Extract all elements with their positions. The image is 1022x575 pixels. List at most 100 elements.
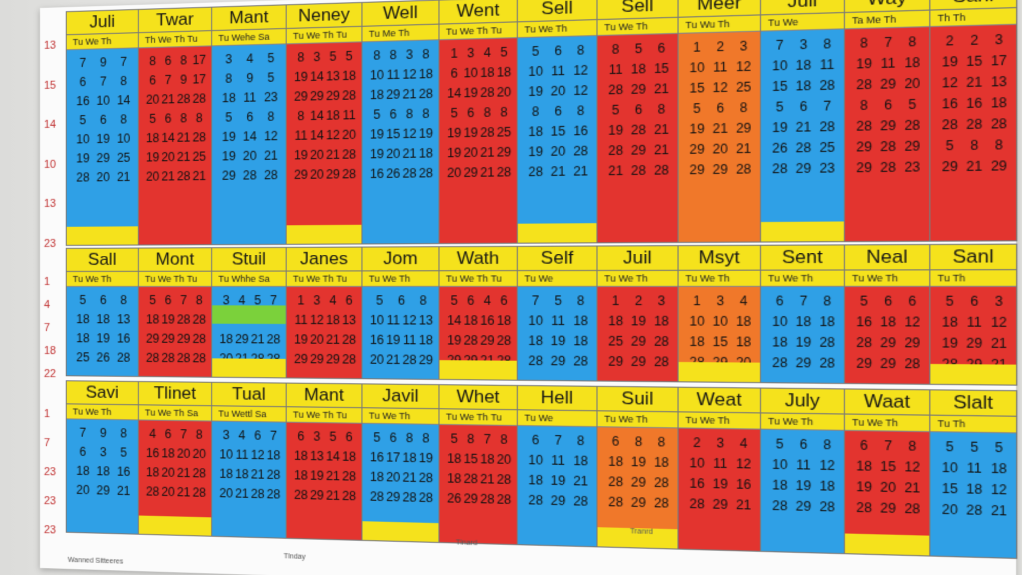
day-number: 23 [819, 158, 835, 179]
day-number: 29 [880, 74, 896, 95]
day-number: 3 [310, 427, 324, 447]
week-row: 19 20 21 28 [293, 330, 357, 350]
week-row: 878 [852, 32, 924, 55]
weekday-labels: Tu Whhe Sa [212, 272, 285, 287]
day-number: 8 [416, 291, 430, 311]
day-number: 21 [161, 167, 175, 186]
day-number: 18 [219, 330, 233, 349]
day-number: 15 [689, 78, 704, 99]
day-number: 12 [310, 311, 324, 331]
day-number: 20 [243, 147, 257, 167]
row-number: 7 [44, 322, 50, 334]
day-number: 28 [904, 499, 920, 520]
day-number: 11 [819, 55, 835, 76]
day-number: 10 [772, 312, 788, 333]
day-number: 6 [394, 291, 408, 311]
day-number: 23 [264, 88, 278, 108]
day-number: 28 [480, 123, 495, 143]
week-row: 678 [524, 430, 592, 451]
week-row: 738 [768, 34, 839, 56]
month-days: 7 3 8 10 18 11 15 18 28 5 6 7 19 21 28 26 28 25 28 29 23 [761, 29, 844, 179]
week-row: 134 [685, 291, 755, 312]
week-row: 19 20 21 29 [446, 143, 512, 164]
week-row: 10 11 12 18 [218, 445, 281, 466]
day-number: 19 [370, 145, 384, 165]
day-number: 21 [264, 146, 278, 166]
month-block: Sell Tu We Th 5 6 8 10 11 12 19 20 12 8 6 8 18 15 16 19 20… [517, 0, 598, 244]
day-number: 28 [267, 465, 281, 485]
day-number: 16 [736, 475, 751, 496]
day-number: 18 [235, 465, 249, 485]
day-number: 18 [904, 53, 920, 74]
month-block: Whet Tu We Th Tu 5 8 7 8 18 15 18 20 18 28 21 28 26 29 2… [438, 384, 517, 545]
month-block: Mant Tu Wehe Sa 3 4 5 8 9 5 18 11 23 5 6 8 19 14 12 19 20 2… [211, 4, 287, 245]
day-number: 14 [326, 447, 340, 467]
row-number: 13 [44, 40, 56, 52]
day-number: 5 [146, 291, 160, 310]
month-block: Juli Tu We Th 7 9 7 6 7 8 16 10 14 5 6 8 10 19 10 19 29 25 2… [66, 9, 139, 246]
day-number: 20 [942, 500, 958, 521]
day-number: 20 [497, 450, 512, 470]
day-number: 16 [573, 121, 588, 141]
day-number: 8 [294, 107, 308, 127]
month-name: Juli [67, 10, 138, 35]
day-number: 20 [386, 144, 400, 164]
week-row: 19 29 25 [73, 149, 134, 169]
week-row: 28 21 21 [524, 162, 592, 183]
day-number: 8 [386, 46, 400, 66]
day-number: 19 [447, 124, 462, 144]
day-number: 5 [991, 438, 1007, 459]
day-number: 14 [310, 126, 324, 146]
day-number: 6 [631, 100, 646, 121]
day-number: 18 [447, 469, 462, 489]
day-number: 19 [528, 82, 543, 102]
day-number: 29 [631, 80, 646, 101]
month-name: Self [518, 247, 597, 272]
month-days: 5 6 8 10 11 12 19 20 12 8 6 8 18 15 16 19 20 28 28 21 21 [518, 36, 597, 183]
day-number: 28 [654, 161, 669, 182]
week-row: 28 29 21 [685, 494, 755, 516]
week-row: 223 [938, 29, 1012, 52]
day-number: 16 [117, 463, 130, 482]
day-number: 6 [497, 291, 512, 311]
day-number: 8 [497, 103, 512, 123]
day-number: 7 [772, 35, 788, 56]
day-number: 9 [177, 70, 191, 90]
day-number: 9 [96, 424, 109, 443]
day-number: 29 [326, 86, 340, 106]
day-number: 21 [713, 119, 728, 140]
day-number: 28 [966, 114, 982, 135]
day-number: 18 [76, 462, 89, 481]
week-row: 16 18 12 [852, 312, 924, 333]
day-number: 7 [819, 96, 835, 117]
day-number: 6 [342, 291, 356, 311]
day-number: 29 [222, 166, 236, 186]
day-number: 4 [146, 425, 160, 444]
day-number: 29 [177, 330, 191, 349]
day-number: 11 [966, 312, 982, 333]
week-row: 20212828 [145, 89, 207, 110]
day-number: 19 [608, 121, 623, 141]
day-number: 28 [402, 164, 416, 184]
day-number: 5 [497, 43, 512, 63]
day-number: 28 [497, 470, 512, 490]
day-number: 29 [96, 481, 109, 500]
day-number: 6 [966, 291, 982, 312]
week-row: 10 11 12 [524, 61, 592, 83]
week-row: 1345 [446, 43, 512, 65]
day-number: 14 [310, 67, 324, 87]
day-number: 5 [856, 291, 872, 312]
month-block: WayTa Me Th87819111828292086528292829282… [844, 0, 931, 242]
day-number: 18 [880, 312, 896, 333]
day-number: 23 [904, 157, 920, 178]
month-block: Self Tu We 7 5 8 10 11 18 18 19 18 28 29 28 [517, 245, 598, 381]
week-row: 29 29 29 28 [293, 86, 357, 107]
day-number: 12 [991, 312, 1007, 333]
day-number: 18 [772, 332, 788, 353]
day-number: 20 [96, 168, 109, 187]
week-row: 16 19 16 [685, 474, 755, 496]
day-number: 28 [528, 162, 543, 182]
day-number: 26 [386, 164, 400, 184]
week-row: 8 6 8 17 [145, 51, 207, 72]
day-number: 11 [235, 445, 249, 465]
